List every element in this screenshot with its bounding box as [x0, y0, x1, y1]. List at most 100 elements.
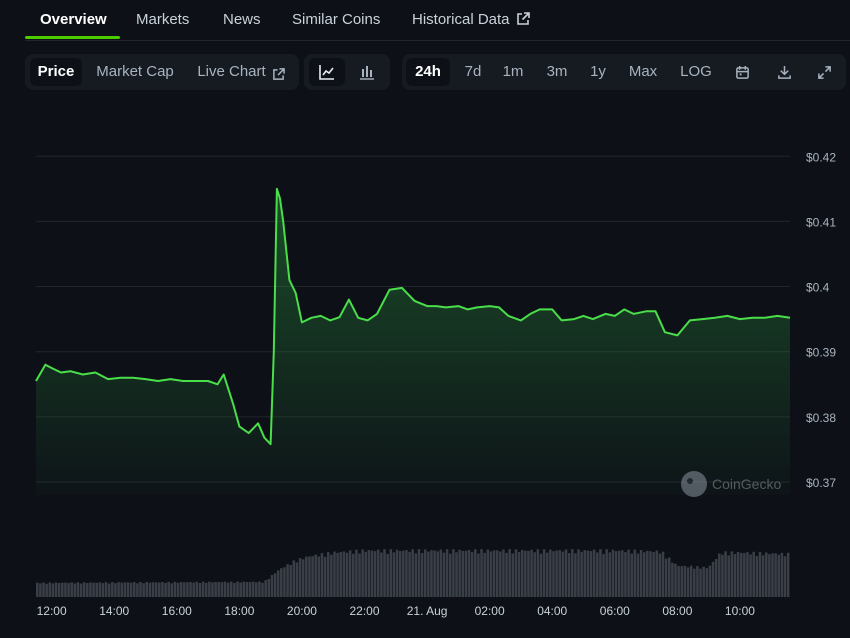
- volume-bar: [370, 550, 374, 597]
- x-tick-label: 14:00: [99, 604, 129, 618]
- volume-bar: [627, 549, 630, 597]
- volume-bar: [67, 583, 70, 597]
- tab-news[interactable]: News: [223, 11, 261, 28]
- log-scale-button[interactable]: LOG: [680, 63, 712, 80]
- volume-bar: [298, 558, 302, 597]
- volume-bar: [642, 552, 646, 597]
- volume-bar: [430, 550, 433, 597]
- fullscreen-button[interactable]: [808, 58, 840, 86]
- volume-bar: [89, 582, 92, 597]
- volume-bar: [255, 582, 258, 597]
- volume-bar: [445, 549, 449, 597]
- range-3m-button[interactable]: 3m: [546, 63, 568, 80]
- coingecko-logo-icon: [681, 471, 707, 497]
- volume-bar: [423, 549, 427, 597]
- volume-bar: [461, 550, 465, 597]
- volume-bar: [276, 570, 280, 597]
- volume-bar: [649, 551, 652, 597]
- x-tick-label: 22:00: [349, 604, 379, 618]
- volume-bar: [533, 552, 536, 597]
- volume-bar: [420, 553, 424, 597]
- line-chart-button[interactable]: [309, 58, 345, 86]
- volume-bar: [605, 549, 608, 597]
- volume-bar: [727, 555, 730, 597]
- volume-bar: [132, 582, 136, 597]
- range-24h-button[interactable]: 24h: [406, 58, 450, 86]
- volume-bar: [586, 550, 590, 597]
- volume-bar: [267, 578, 271, 597]
- y-tick-label: $0.39: [806, 346, 836, 360]
- download-button[interactable]: [768, 58, 800, 86]
- date-picker-button[interactable]: [726, 58, 758, 86]
- volume-bar: [308, 556, 311, 597]
- volume-bar: [639, 550, 643, 597]
- range-1y-button[interactable]: 1y: [590, 63, 606, 80]
- live-chart-label: Live Chart: [197, 63, 266, 80]
- volume-bar: [261, 582, 264, 597]
- volume-bar: [633, 549, 637, 597]
- volume-bar: [480, 549, 483, 597]
- volume-bar: [724, 551, 727, 597]
- volume-bar: [402, 550, 405, 597]
- volume-bar: [477, 553, 480, 597]
- live-chart-link[interactable]: Live Chart: [191, 58, 291, 86]
- volume-bar: [577, 549, 580, 597]
- volume-bar: [499, 551, 502, 597]
- volume-bar: [580, 551, 583, 597]
- volume-bar: [270, 575, 274, 597]
- volume-bar: [114, 583, 117, 597]
- volume-bar: [251, 581, 255, 597]
- volume-bar: [655, 550, 658, 597]
- volume-bar: [86, 583, 89, 597]
- calendar-icon: [735, 65, 749, 79]
- volume-bar: [226, 582, 230, 597]
- volume-bar: [427, 551, 430, 597]
- volume-bar: [583, 550, 587, 597]
- candlestick-chart-button[interactable]: [349, 58, 385, 86]
- price-button[interactable]: Price: [30, 58, 82, 86]
- range-max-button[interactable]: Max: [628, 63, 658, 80]
- volume-bar: [680, 566, 684, 597]
- volume-bar: [361, 549, 364, 597]
- range-1m-button[interactable]: 1m: [502, 63, 524, 80]
- market-cap-button[interactable]: Market Cap: [96, 63, 174, 80]
- volume-bar: [333, 551, 336, 597]
- volume-bar: [280, 568, 283, 597]
- chart-style-group: [304, 54, 390, 90]
- volume-bar: [217, 582, 220, 597]
- tab-historical-data[interactable]: Historical Data: [412, 11, 530, 30]
- y-tick-label: $0.42: [806, 150, 836, 164]
- volume-bar: [699, 568, 702, 597]
- volume-bar: [123, 582, 127, 597]
- price-chart[interactable]: $0.42 $0.41 $0.4 $0.39 $0.38 $0.37 12:00 14:00…: [0, 100, 850, 638]
- volume-bar: [555, 550, 558, 597]
- volume-bar: [458, 549, 461, 597]
- tab-overview[interactable]: Overview: [40, 11, 107, 28]
- tab-similar-coins[interactable]: Similar Coins: [292, 11, 381, 28]
- volume-bar: [730, 551, 734, 597]
- volume-bar: [73, 583, 77, 597]
- volume-bar: [377, 549, 380, 597]
- volume-bar: [95, 582, 98, 597]
- x-tick-label: 10:00: [725, 604, 755, 618]
- volume-bar: [599, 549, 602, 597]
- line-chart-icon: [319, 65, 334, 80]
- tab-historical-data-label: Historical Data: [412, 11, 510, 28]
- volume-bar: [245, 582, 249, 597]
- volume-bar: [398, 551, 402, 597]
- volume-bar: [561, 551, 565, 597]
- volume-bar: [520, 549, 524, 597]
- volume-bar: [317, 556, 321, 597]
- volume-bar: [768, 554, 771, 597]
- volume-bar: [786, 552, 790, 597]
- volume-bar: [179, 581, 183, 597]
- range-7d-button[interactable]: 7d: [464, 63, 482, 80]
- volume-bar: [417, 549, 421, 597]
- volume-bar: [777, 554, 781, 597]
- external-link-icon: [272, 60, 285, 88]
- volume-bar: [339, 552, 343, 597]
- volume-bar: [111, 582, 114, 597]
- volume-bar: [514, 549, 518, 597]
- tab-markets[interactable]: Markets: [136, 11, 190, 28]
- volume-bar: [646, 550, 649, 597]
